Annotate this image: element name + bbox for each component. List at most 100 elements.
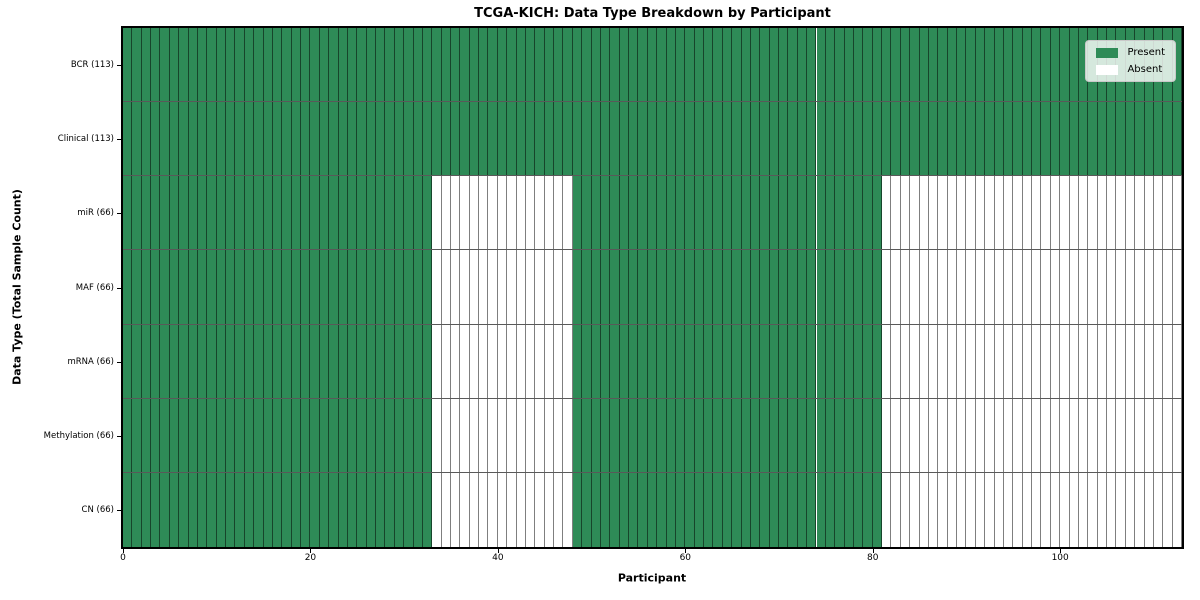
heatmap-cell xyxy=(488,324,498,398)
heatmap-cell xyxy=(1153,176,1164,250)
heatmap-cell xyxy=(750,324,761,398)
heatmap-cell xyxy=(966,176,976,250)
heatmap-cell xyxy=(1022,28,1033,102)
heatmap-cell xyxy=(319,176,330,250)
heatmap-cell xyxy=(1060,324,1070,398)
heatmap-cell xyxy=(516,398,526,472)
heatmap-cell xyxy=(591,250,601,324)
heatmap-cell xyxy=(572,398,583,472)
heatmap-cell xyxy=(638,398,648,472)
heatmap-cell xyxy=(1125,102,1136,176)
heatmap-cell xyxy=(985,250,995,324)
heatmap-cell xyxy=(507,176,517,250)
heatmap-cell xyxy=(1022,102,1033,176)
heatmap-cell xyxy=(732,250,742,324)
heatmap-cell xyxy=(404,472,414,547)
heatmap-cell xyxy=(722,102,733,176)
heatmap-cell xyxy=(310,28,320,102)
heatmap-cell xyxy=(141,28,152,102)
heatmap-cell xyxy=(376,398,386,472)
heatmap-cell xyxy=(966,250,976,324)
heatmap-cell xyxy=(385,472,395,547)
heatmap-cell xyxy=(244,250,255,324)
heatmap-cell xyxy=(994,102,1004,176)
heatmap-cell xyxy=(713,176,723,250)
heatmap-cell xyxy=(544,324,555,398)
heatmap-cell xyxy=(123,102,133,176)
heatmap-cell xyxy=(357,28,367,102)
heatmap-cell xyxy=(1050,250,1061,324)
heatmap-cell xyxy=(769,250,779,324)
heatmap-cell xyxy=(385,28,395,102)
heatmap-cell xyxy=(1013,398,1023,472)
heatmap-cell xyxy=(928,398,939,472)
heatmap-cell xyxy=(1116,472,1126,547)
heatmap-cell xyxy=(254,324,264,398)
heatmap-cell xyxy=(338,102,348,176)
heatmap-cell xyxy=(1144,398,1154,472)
heatmap-cell xyxy=(844,472,854,547)
heatmap-cell xyxy=(132,102,142,176)
heatmap-cell xyxy=(741,176,751,250)
heatmap-cell xyxy=(1032,176,1042,250)
heatmap-cell xyxy=(675,102,686,176)
heatmap-cell xyxy=(310,102,320,176)
heatmap-cell xyxy=(797,176,808,250)
heatmap-cell xyxy=(882,28,892,102)
heatmap-cell xyxy=(769,102,779,176)
heatmap-cell xyxy=(469,28,480,102)
heatmap-cell xyxy=(357,102,367,176)
heatmap-cell xyxy=(741,472,751,547)
heatmap-cell xyxy=(1069,398,1079,472)
heatmap-cell xyxy=(235,28,245,102)
heatmap-cell xyxy=(441,324,451,398)
heatmap-cell xyxy=(479,28,489,102)
heatmap-cell xyxy=(807,472,817,547)
heatmap-cell xyxy=(188,28,198,102)
heatmap-cell xyxy=(422,324,433,398)
heatmap-cell xyxy=(844,398,854,472)
heatmap-cell xyxy=(882,398,892,472)
heatmap-cell xyxy=(451,472,461,547)
heatmap-cell xyxy=(779,102,789,176)
heatmap-cell xyxy=(1013,102,1023,176)
heatmap-cell xyxy=(788,324,798,398)
heatmap-cell xyxy=(1060,28,1070,102)
heatmap-cell xyxy=(1172,398,1182,472)
x-axis-label: Participant xyxy=(617,571,687,585)
heatmap-row xyxy=(123,250,1182,325)
heatmap-cell xyxy=(853,324,864,398)
heatmap-cell xyxy=(900,250,911,324)
legend-swatch xyxy=(1096,47,1119,58)
heatmap-cell xyxy=(957,28,967,102)
heatmap-cell xyxy=(779,398,789,472)
heatmap-cell xyxy=(497,28,508,102)
heatmap-cell xyxy=(694,176,705,250)
heatmap-cell xyxy=(1022,324,1033,398)
heatmap-cell xyxy=(169,250,180,324)
heatmap-cell xyxy=(694,102,705,176)
heatmap-cell xyxy=(479,324,489,398)
heatmap-cell xyxy=(807,250,817,324)
heatmap-cell xyxy=(1172,28,1182,102)
heatmap-cell xyxy=(788,176,798,250)
heatmap-cell xyxy=(488,176,498,250)
heatmap-cell xyxy=(216,250,227,324)
heatmap-cell xyxy=(629,28,639,102)
heatmap-cell xyxy=(535,250,545,324)
heatmap-cell xyxy=(638,176,648,250)
heatmap-cell xyxy=(1013,176,1023,250)
heatmap-cell xyxy=(1069,102,1079,176)
heatmap-cell xyxy=(572,176,583,250)
heatmap-cell xyxy=(516,102,526,176)
heatmap-cell xyxy=(516,324,526,398)
heatmap-cell xyxy=(872,176,883,250)
heatmap-cell xyxy=(197,102,208,176)
heatmap-cell xyxy=(825,28,836,102)
heatmap-cell xyxy=(347,28,358,102)
heatmap-cell xyxy=(282,176,292,250)
heatmap-cell xyxy=(254,472,264,547)
heatmap-cell xyxy=(254,398,264,472)
heatmap-cell xyxy=(863,398,873,472)
y-tick-label: miR (66) xyxy=(77,208,114,219)
